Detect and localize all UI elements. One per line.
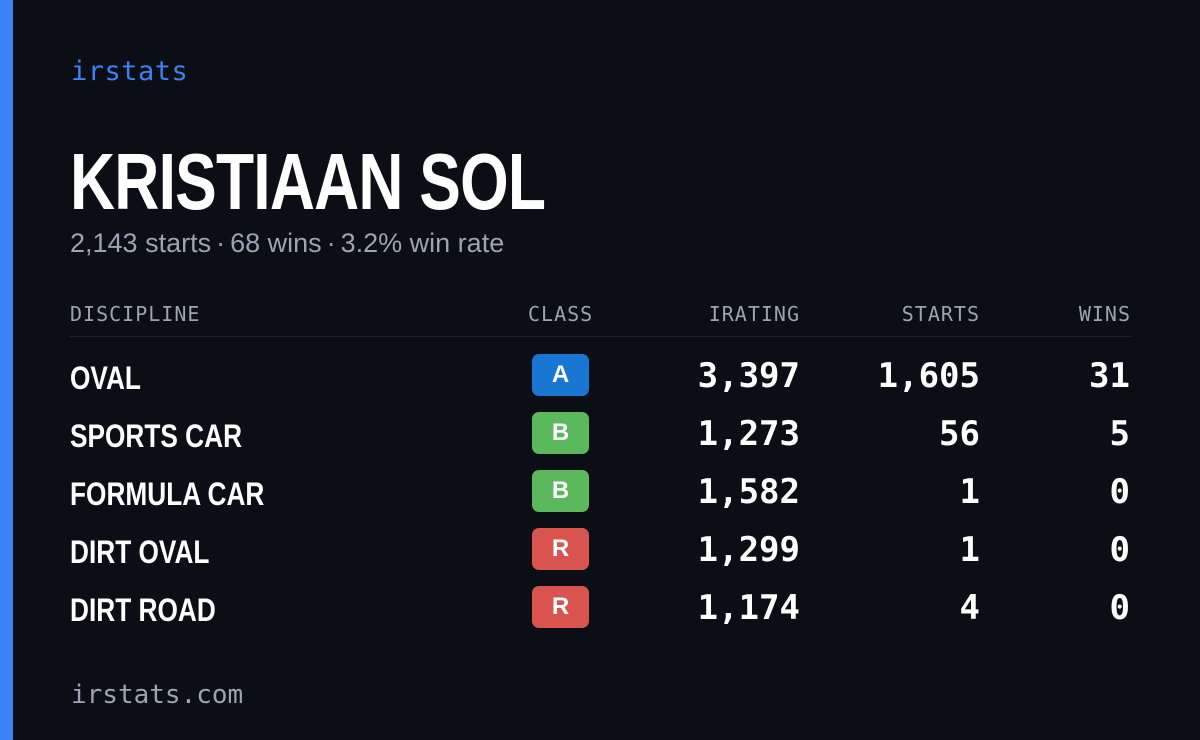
table-row: FORMULA CAR B 1,582 1 0: [70, 470, 1131, 528]
footer-url: irstats.com: [71, 680, 244, 710]
discipline-name: FORMULA CAR: [70, 476, 265, 512]
table-header: DISCIPLINE CLASS IRATING STARTS WINS: [70, 296, 1131, 337]
table-row: DIRT OVAL R 1,299 1 0: [70, 528, 1131, 586]
table-body: OVAL A 3,397 1,605 31 SPORTS CAR B 1,273…: [70, 354, 1131, 644]
header-starts: STARTS: [901, 302, 980, 326]
discipline-name: SPORTS CAR: [70, 418, 243, 454]
irating-value: 3,397: [697, 356, 800, 396]
discipline-name: OVAL: [70, 360, 141, 396]
driver-name: KRISTIAAN SOL: [70, 137, 546, 226]
win-rate: 3.2% win rate: [340, 228, 505, 258]
separator: ·: [216, 228, 226, 258]
table-row: DIRT ROAD R 1,174 4 0: [70, 586, 1131, 644]
wins-value: 31: [1089, 356, 1130, 396]
driver-summary: 2,143 starts · 68 wins · 3.2% win rate: [70, 228, 504, 259]
discipline-name: DIRT OVAL: [70, 534, 210, 570]
starts-value: 1: [959, 472, 980, 512]
starts-total: 2,143 starts: [70, 228, 212, 258]
starts-value: 56: [939, 414, 980, 454]
wins-value: 0: [1109, 472, 1130, 512]
wins-value: 5: [1109, 414, 1130, 454]
starts-value: 1: [959, 530, 980, 570]
table-row: OVAL A 3,397 1,605 31: [70, 354, 1131, 412]
header-class: CLASS: [528, 302, 594, 326]
class-badge: R: [532, 528, 589, 570]
discipline-name: DIRT ROAD: [70, 592, 216, 628]
separator: ·: [326, 228, 336, 258]
class-badge: R: [532, 586, 589, 628]
wins-value: 0: [1109, 530, 1130, 570]
irating-value: 1,299: [697, 530, 800, 570]
wins-value: 0: [1109, 588, 1130, 628]
license-table: DISCIPLINE CLASS IRATING STARTS WINS OVA…: [70, 296, 1131, 628]
irating-value: 1,582: [697, 472, 800, 512]
header-irating: IRATING: [708, 302, 800, 326]
accent-bar: [0, 0, 13, 740]
header-wins: WINS: [1078, 302, 1131, 326]
irating-value: 1,273: [697, 414, 800, 454]
starts-value: 4: [959, 588, 980, 628]
class-badge: B: [532, 470, 589, 512]
brand-logo-text: irstats: [71, 56, 189, 87]
class-badge: A: [532, 354, 589, 396]
starts-value: 1,605: [877, 356, 980, 396]
wins-total: 68 wins: [230, 228, 322, 258]
table-row: SPORTS CAR B 1,273 56 5: [70, 412, 1131, 470]
class-badge: B: [532, 412, 589, 454]
irating-value: 1,174: [697, 588, 800, 628]
header-discipline: DISCIPLINE: [70, 302, 201, 326]
